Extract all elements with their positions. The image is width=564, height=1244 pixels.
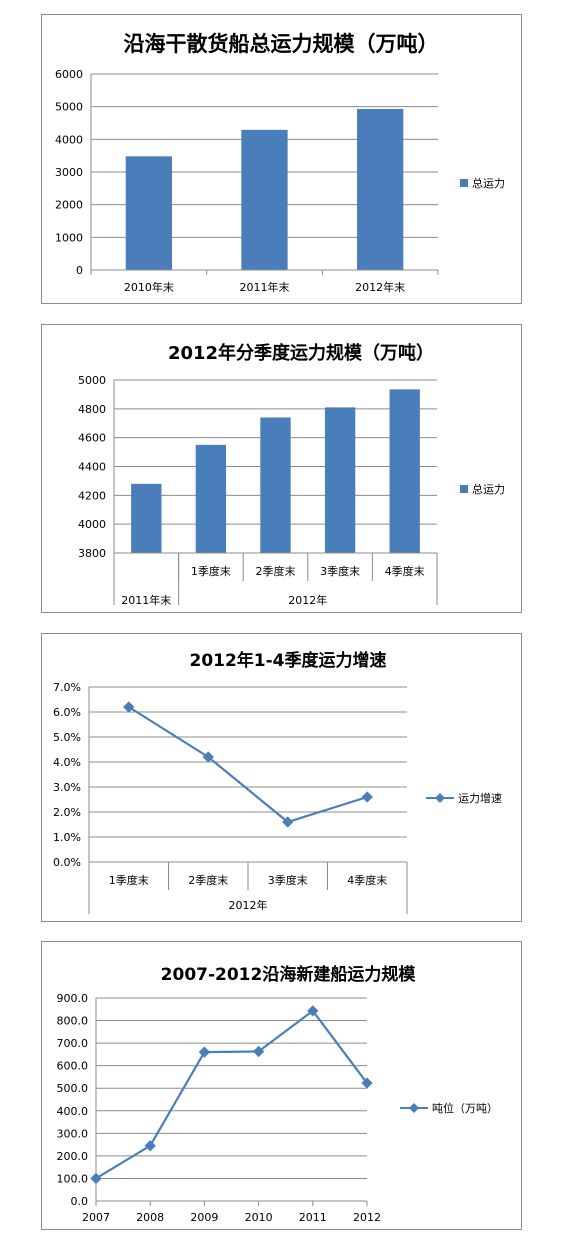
chart-2-group-label: 2011年末 [121,593,171,607]
chart-panel-2: 2012年分季度运力规模（万吨） 3800 4000 4200 4400 4600 480… [41,324,522,613]
chart-3-svg: 2012年1-4季度运力增速 0.0% 1.0% 2.0% 3.0% 4.0% 5.0% 6… [53,650,502,914]
chart-3-ytick-label: 3.0% [53,781,81,794]
chart-2-ytick-label: 4200 [78,489,106,502]
chart-1-category-label: 2010年末 [124,280,174,294]
chart-3-ytick-label: 4.0% [53,756,81,769]
chart-2-ytick-label: 4400 [78,461,106,474]
chart-2-ytick-label: 3800 [78,547,106,560]
chart-2-bar [389,389,420,553]
chart-3-ytick-label: 2.0% [53,806,81,819]
chart-3-ytick-label: 1.0% [53,831,81,844]
chart-panel-1: 沿海干散货船总运力规模（万吨） 0 1000 2000 3000 4000 5000 600… [41,14,522,304]
chart-4-category-label: 2012 [353,1211,381,1224]
chart-4-category-label: 2009 [190,1211,218,1224]
chart-3-category-label: 3季度末 [268,873,308,887]
chart-2-category-label: 2季度末 [256,564,296,578]
chart-4-category-label: 2011 [299,1211,327,1224]
chart-4-legend-label: 吨位（万吨） [432,1101,498,1115]
chart-1-bar [357,108,404,270]
chart-3-ytick-label: 6.0% [53,706,81,719]
chart-3-data-point [361,791,373,803]
chart-3-legend-marker [435,793,445,803]
chart-1-ytick-label: 3000 [55,166,83,179]
chart-2-title: 2012年分季度运力规模（万吨） [168,342,434,364]
chart-1-category-label: 2012年末 [355,280,405,294]
chart-1-svg: 沿海干散货船总运力规模（万吨） 0 1000 2000 3000 4000 5000 600… [55,32,505,294]
chart-2-bar [195,444,227,553]
chart-4-data-point [144,1140,156,1152]
chart-3-category-label: 1季度末 [109,873,149,887]
chart-2-legend-label: 总运力 [472,482,505,496]
chart-4-title: 2007-2012沿海新建船运力规模 [161,964,417,985]
chart-4-ytick-label: 700.0 [57,1037,89,1050]
chart-3-data-point [123,701,135,713]
chart-2-legend-swatch [460,485,468,493]
chart-2-category-label: 4季度末 [385,564,425,578]
chart-4-category-label: 2007 [82,1211,110,1224]
chart-3-category-label: 4季度末 [347,873,387,887]
chart-2-svg: 2012年分季度运力规模（万吨） 3800 4000 4200 4400 4600 480… [78,342,505,607]
chart-3-category-label: 2季度末 [188,873,228,887]
chart-2-ytick-label: 4800 [78,403,106,416]
chart-2-ytick-label: 4000 [78,518,106,531]
chart-1-ytick-label: 5000 [55,101,83,114]
chart-3-legend-label: 运力增速 [458,791,502,805]
chart-1-legend-swatch [460,179,468,187]
chart-4-ytick-label: 600.0 [57,1060,89,1073]
chart-1-title: 沿海干散货船总运力规模（万吨） [124,32,439,56]
chart-3-ytick-label: 0.0% [53,856,81,869]
chart-4-category-label: 2008 [136,1211,164,1224]
chart-4-ytick-label: 400.0 [57,1105,89,1118]
chart-2-bar [260,417,291,553]
chart-3-title: 2012年1-4季度运力增速 [189,650,386,671]
chart-4-ytick-label: 500.0 [57,1082,89,1095]
chart-4-data-point [90,1172,102,1185]
chart-1-ytick-label: 4000 [55,133,83,146]
chart-1-category-label: 2011年末 [240,280,290,294]
chart-1-bar [125,156,172,270]
chart-1-legend-label: 总运力 [472,176,505,190]
chart-1-ytick-label: 2000 [55,199,83,212]
chart-4-ytick-label: 100.0 [57,1172,89,1185]
chart-1-ytick-label: 0 [76,264,83,277]
chart-4-ytick-label: 300.0 [57,1127,89,1140]
chart-4-category-label: 2010 [245,1211,273,1224]
chart-4-legend-marker [409,1103,419,1113]
chart-3-series-line [128,706,368,824]
chart-panel-3: 2012年1-4季度运力增速 0.0% 1.0% 2.0% 3.0% 4.0% 5.0% 6… [41,633,522,922]
chart-4-data-point [252,1045,265,1058]
chart-2-bar [131,483,162,553]
chart-panel-4: 2007-2012沿海新建船运力规模 0.0 100.0 200.0 300.0 400… [41,941,522,1230]
chart-2-category-label: 3季度末 [320,564,360,578]
chart-2-group-label: 2012年 [288,593,327,607]
chart-4-ytick-label: 200.0 [57,1150,89,1163]
chart-4-ytick-label: 900.0 [57,992,89,1005]
chart-3-ytick-label: 7.0% [53,681,81,694]
chart-1-ytick-label: 6000 [55,68,83,81]
chart-4-series-line [95,1009,368,1180]
chart-1-bar [241,129,288,270]
chart-2-category-label: 1季度末 [191,564,231,578]
chart-1-ytick-label: 1000 [55,231,83,244]
chart-2-ytick-label: 5000 [78,374,106,387]
chart-4-ytick-label: 800.0 [57,1015,89,1028]
chart-2-bar [324,407,356,553]
chart-4-ytick-label: 0.0 [71,1195,89,1208]
chart-4-data-point [198,1046,211,1058]
chart-3-data-point [282,816,294,828]
chart-3-ytick-label: 5.0% [53,731,81,744]
chart-3-group-label: 2012年 [229,898,268,912]
chart-2-ytick-label: 4600 [78,432,106,445]
chart-4-svg: 2007-2012沿海新建船运力规模 0.0 100.0 200.0 300.0 400… [57,964,499,1224]
